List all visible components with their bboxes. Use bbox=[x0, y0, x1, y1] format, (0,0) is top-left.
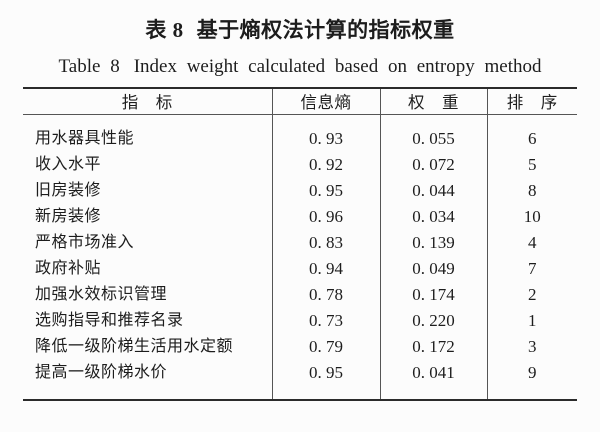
table-row: 收入水平 0. 92 0. 072 5 bbox=[23, 151, 577, 178]
cell-entropy: 0. 95 bbox=[271, 359, 380, 400]
table-row: 严格市场准入 0. 83 0. 139 4 bbox=[23, 229, 577, 256]
table-header-row: 指 标 信息熵 权 重 排 序 bbox=[23, 88, 577, 115]
cell-rank: 6 bbox=[486, 114, 577, 152]
cell-weight: 0. 049 bbox=[379, 255, 487, 282]
cell-weight: 0. 139 bbox=[379, 229, 487, 256]
cell-weight: 0. 044 bbox=[379, 177, 487, 204]
cell-entropy: 0. 73 bbox=[271, 307, 380, 334]
cell-entropy: 0. 83 bbox=[271, 229, 380, 256]
cell-weight: 0. 172 bbox=[379, 333, 487, 360]
index-weight-table: 指 标 信息熵 权 重 排 序 用水器具性能 0. 93 0. 055 6 收入… bbox=[23, 87, 577, 401]
cell-indicator: 严格市场准入 bbox=[35, 233, 135, 251]
col-header-indicator: 指 标 bbox=[23, 88, 272, 115]
cell-entropy: 0. 96 bbox=[271, 203, 380, 230]
cell-entropy: 0. 79 bbox=[271, 333, 380, 360]
table-caption-zh-label: 表 8 bbox=[145, 18, 184, 42]
col-header-entropy: 信息熵 bbox=[271, 88, 380, 115]
table-caption-zh-text: 基于熵权法计算的指标权重 bbox=[196, 18, 455, 42]
cell-indicator: 收入水平 bbox=[35, 155, 102, 173]
cell-weight: 0. 220 bbox=[379, 307, 487, 334]
cell-indicator: 选购指导和推荐名录 bbox=[35, 311, 184, 329]
cell-indicator: 新房装修 bbox=[35, 207, 102, 225]
cell-rank: 10 bbox=[486, 203, 577, 230]
cell-entropy: 0. 94 bbox=[271, 255, 380, 282]
col-header-weight: 权 重 bbox=[379, 88, 487, 115]
table-row: 旧房装修 0. 95 0. 044 8 bbox=[23, 177, 577, 204]
cell-rank: 3 bbox=[486, 333, 577, 360]
table-row: 提高一级阶梯水价 0. 95 0. 041 9 bbox=[23, 359, 577, 400]
cell-indicator: 加强水效标识管理 bbox=[35, 285, 168, 303]
table-row: 新房装修 0. 96 0. 034 10 bbox=[23, 203, 577, 230]
table-row: 降低一级阶梯生活用水定额 0. 79 0. 172 3 bbox=[23, 333, 577, 360]
table-row: 用水器具性能 0. 93 0. 055 6 bbox=[23, 114, 577, 152]
cell-weight: 0. 034 bbox=[379, 203, 487, 230]
col-header-rank: 排 序 bbox=[486, 88, 577, 115]
table-caption-zh: 表 8 基于熵权法计算的指标权重 bbox=[0, 16, 600, 45]
paper-page: 表 8 基于熵权法计算的指标权重 Table 8 Index weight calc… bbox=[0, 16, 600, 432]
table-caption-en-label: Table 8 bbox=[58, 56, 120, 77]
cell-rank: 7 bbox=[486, 255, 577, 282]
table-row: 选购指导和推荐名录 0. 73 0. 220 1 bbox=[23, 307, 577, 334]
cell-weight: 0. 041 bbox=[379, 359, 487, 400]
cell-weight: 0. 072 bbox=[379, 151, 487, 178]
cell-indicator: 降低一级阶梯生活用水定额 bbox=[35, 337, 234, 355]
cell-rank: 2 bbox=[486, 281, 577, 308]
cell-indicator: 旧房装修 bbox=[35, 181, 102, 199]
cell-rank: 8 bbox=[486, 177, 577, 204]
table-row: 加强水效标识管理 0. 78 0. 174 2 bbox=[23, 281, 577, 308]
cell-entropy: 0. 78 bbox=[271, 281, 380, 308]
table-caption-en-text: Index weight calculated based on entropy… bbox=[133, 56, 542, 77]
cell-entropy: 0. 92 bbox=[271, 151, 380, 178]
cell-rank: 5 bbox=[486, 151, 577, 178]
cell-weight: 0. 174 bbox=[379, 281, 487, 308]
cell-weight: 0. 055 bbox=[379, 114, 487, 152]
cell-indicator: 政府补贴 bbox=[35, 259, 102, 277]
cell-rank: 9 bbox=[486, 359, 577, 400]
cell-rank: 1 bbox=[486, 307, 577, 334]
cell-rank: 4 bbox=[486, 229, 577, 256]
table-caption-en: Table 8 Index weight calculated based on … bbox=[0, 54, 600, 79]
cell-entropy: 0. 95 bbox=[271, 177, 380, 204]
cell-indicator: 提高一级阶梯水价 bbox=[35, 363, 168, 381]
table-row: 政府补贴 0. 94 0. 049 7 bbox=[23, 255, 577, 282]
cell-indicator: 用水器具性能 bbox=[35, 129, 135, 147]
cell-entropy: 0. 93 bbox=[271, 114, 380, 152]
